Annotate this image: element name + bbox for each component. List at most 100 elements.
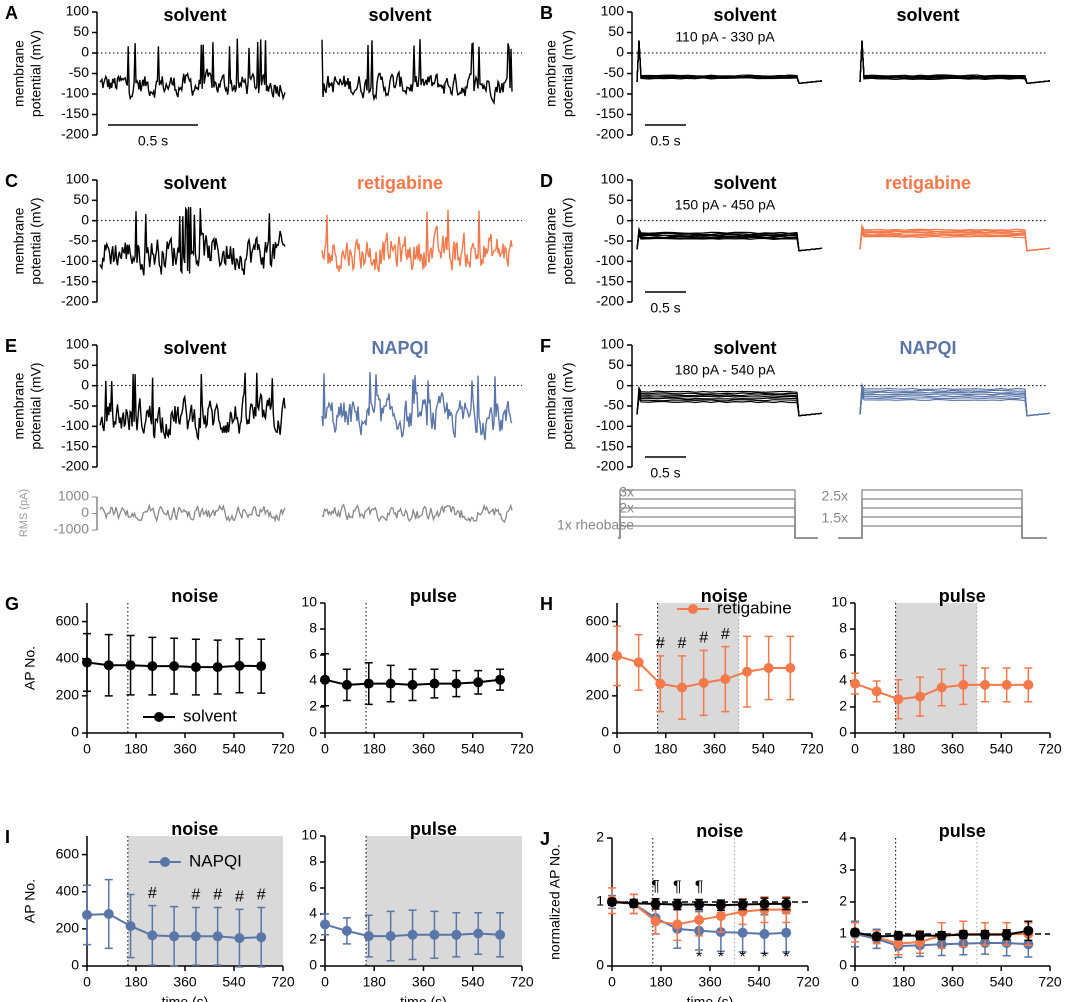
- y-tick-label: 0: [616, 211, 624, 227]
- data-point: [320, 674, 330, 685]
- y-tick-label: 50: [73, 356, 89, 372]
- right-title: NAPQI: [371, 338, 428, 358]
- panel-letter: G: [5, 594, 19, 614]
- pulse-label: 1x rheobase: [557, 517, 634, 533]
- x-tick-label: 540: [222, 974, 246, 990]
- step-trace: [859, 230, 1051, 252]
- data-point: [363, 931, 374, 942]
- pulse-stimulus: [618, 507, 818, 539]
- significance-mark: ¶: [651, 878, 660, 895]
- step-trace: [859, 393, 1051, 417]
- x-tick-label: 180: [363, 741, 387, 757]
- data-point: [341, 679, 352, 690]
- pulse-stimulus: [838, 498, 1047, 539]
- y-tick-label: 6: [309, 646, 317, 662]
- significance-mark: #: [721, 626, 730, 643]
- step-trace: [859, 40, 1051, 84]
- significance-mark: *: [696, 949, 702, 966]
- data-point: [473, 677, 484, 688]
- y-tick-label: 6: [309, 879, 317, 895]
- y-tick-label: 600: [56, 845, 80, 861]
- y-axis-label: membrane: [543, 372, 559, 439]
- significance-mark: *: [761, 949, 767, 966]
- chart-title: pulse: [410, 819, 457, 839]
- x-tick-label: 360: [941, 741, 965, 757]
- significance-mark: #: [235, 889, 244, 906]
- voltage-trace: [321, 371, 513, 441]
- y-axis-label: membrane: [543, 40, 559, 107]
- data-point: [256, 661, 267, 672]
- x-tick-label: 360: [173, 741, 197, 757]
- step-trace: [636, 227, 823, 252]
- data-point: [320, 919, 330, 930]
- y-tick-label: -100: [596, 85, 624, 101]
- panel-letter: J: [540, 829, 550, 849]
- step-trace: [636, 228, 823, 252]
- y-tick-label: 50: [608, 191, 624, 207]
- pulse-stimulus: [618, 498, 818, 539]
- data-point: [893, 938, 904, 949]
- data-point: [781, 898, 792, 909]
- scale-bar-label: 0.5 s: [138, 133, 168, 149]
- x-axis-label: time (s): [162, 994, 209, 1002]
- left-title: solvent: [713, 338, 776, 358]
- x-tick-label: 180: [124, 974, 148, 990]
- data-point: [234, 660, 245, 671]
- step-trace: [859, 228, 1051, 252]
- y-tick-label: 0: [309, 957, 317, 973]
- pulse-label: 1.5x: [822, 510, 848, 526]
- y-tick-label: -100: [61, 85, 89, 101]
- x-tick-label: 180: [649, 974, 673, 990]
- x-tick-label: 360: [698, 974, 722, 990]
- x-tick-label: 360: [941, 974, 965, 990]
- y-tick-label: 2: [309, 698, 317, 714]
- data-point: [893, 930, 904, 941]
- y-tick-label: 3: [839, 861, 847, 877]
- pulse-stimulus: [618, 516, 818, 539]
- step-trace: [636, 226, 823, 252]
- data-point: [103, 909, 114, 919]
- y-tick-label: 10: [301, 594, 317, 610]
- y-tick-label: 0: [81, 211, 89, 227]
- x-axis-label: time (s): [400, 994, 447, 1002]
- data-point: [915, 691, 925, 702]
- step-trace: [636, 394, 823, 417]
- pulse-stimulus: [838, 489, 1047, 539]
- voltage-trace: [321, 39, 513, 106]
- data-point: [212, 662, 223, 673]
- panel-letter: F: [540, 336, 551, 356]
- y-tick-label: 4: [309, 672, 317, 688]
- y-tick-label: 0: [596, 957, 604, 973]
- y-tick-label: 0: [616, 44, 624, 60]
- data-point: [125, 660, 136, 671]
- significance-mark: ¶: [673, 879, 682, 896]
- y-tick-label: 8: [839, 620, 847, 636]
- data-point: [1023, 679, 1034, 690]
- y-tick-label: -50: [69, 232, 89, 248]
- y-tick-label: 50: [608, 23, 624, 39]
- y-tick-label: 0: [839, 957, 847, 973]
- data-point: [715, 911, 726, 922]
- x-tick-label: 720: [510, 974, 534, 990]
- left-title: solvent: [713, 5, 776, 25]
- data-point: [147, 661, 158, 672]
- y-tick-label: 50: [73, 191, 89, 207]
- y-tick-label: 0: [309, 724, 317, 740]
- x-tick-label: 180: [124, 741, 148, 757]
- y-tick-label: 4: [839, 672, 847, 688]
- data-point: [980, 929, 990, 940]
- panel-letter: D: [540, 171, 553, 191]
- significance-mark: ¶: [695, 879, 704, 896]
- pulse-stimulus: [838, 507, 1047, 539]
- pulse-stimulus: [838, 525, 1047, 539]
- data-point: [742, 666, 752, 677]
- data-point: [190, 931, 201, 942]
- y-tick-label: -100: [61, 417, 89, 433]
- legend-marker: [688, 604, 698, 614]
- data-point: [429, 678, 440, 689]
- step-trace: [636, 40, 823, 84]
- x-tick-label: 0: [83, 974, 91, 990]
- step-trace: [859, 384, 1051, 417]
- data-point: [698, 677, 709, 688]
- y-tick-label: 200: [56, 687, 80, 703]
